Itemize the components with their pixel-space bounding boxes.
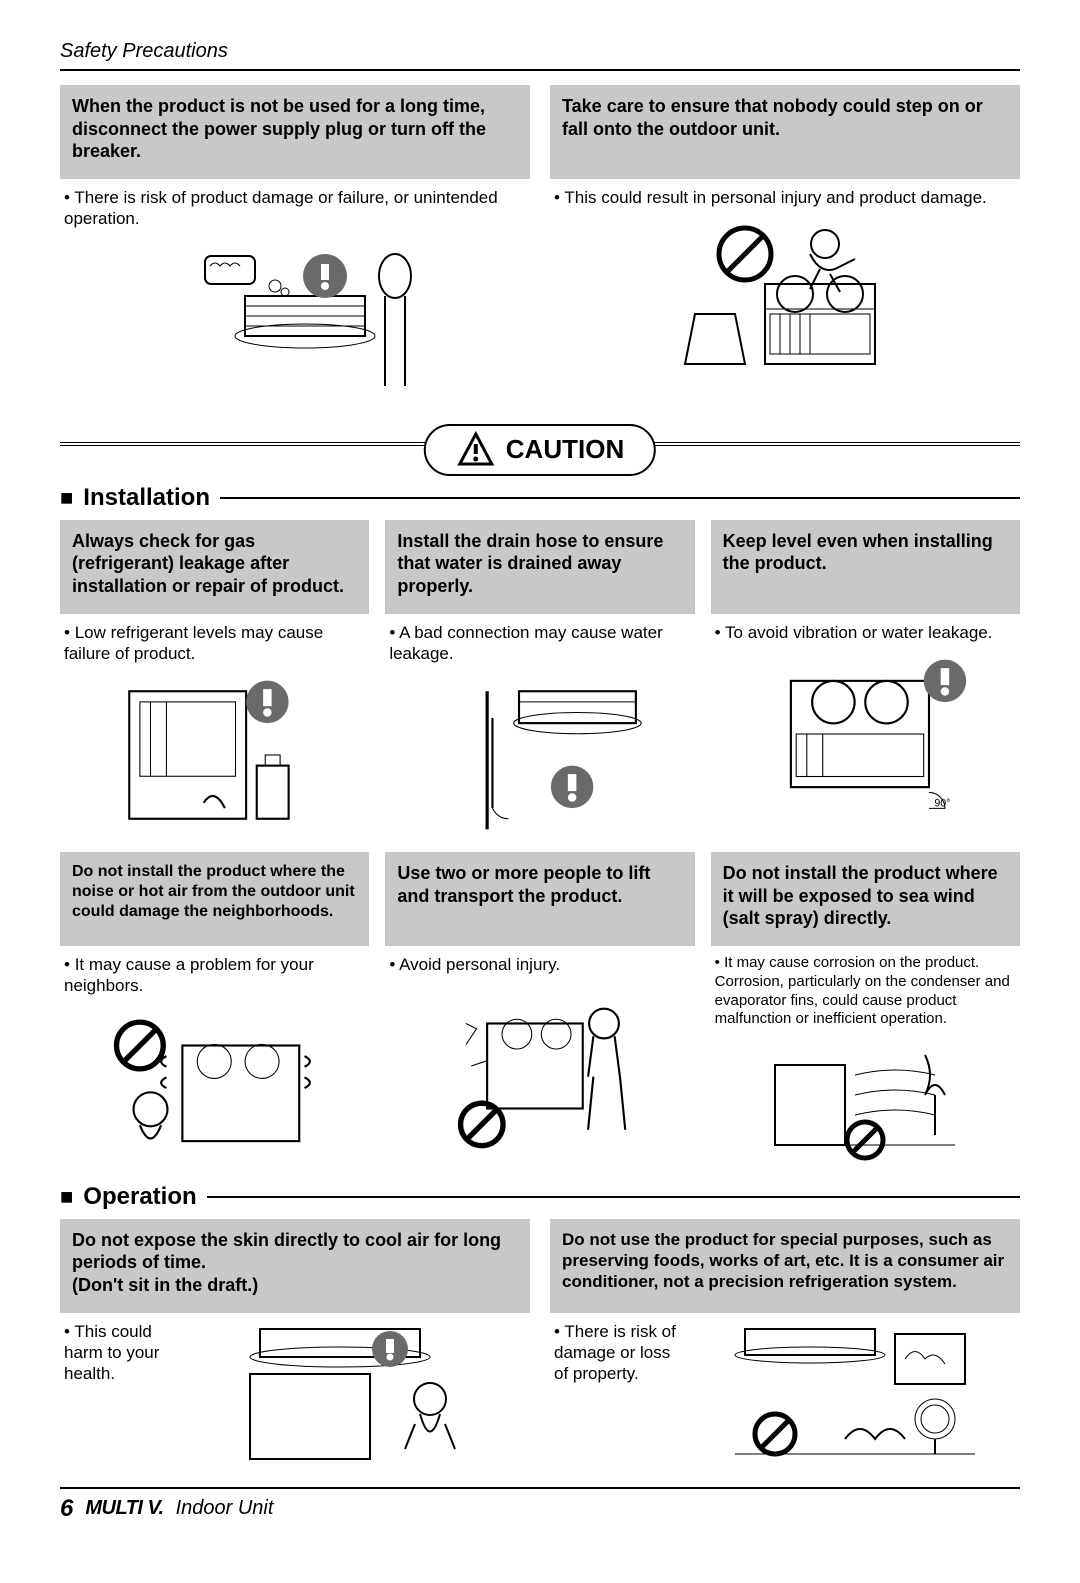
page-header: Safety Precautions xyxy=(60,40,1020,71)
top-right-block: Take care to ensure that nobody could st… xyxy=(550,85,1020,406)
caution-divider: CAUTION xyxy=(60,424,1020,474)
bullet-text: It may cause a problem for your neighbor… xyxy=(60,946,369,997)
operation-block: Do not use the product for special purpo… xyxy=(550,1219,1020,1469)
operation-heading: ■ Operation xyxy=(60,1183,1020,1211)
bullet-text: There is risk of damage or loss of prope… xyxy=(550,1313,680,1385)
brand-logo: MULTI V. xyxy=(85,1497,163,1520)
heading-box: Do not use the product for special purpo… xyxy=(550,1219,1020,1313)
square-bullet-icon: ■ xyxy=(60,1186,73,1208)
illustration xyxy=(190,1319,530,1469)
gas-leak-illustration-icon xyxy=(108,670,321,840)
illustration xyxy=(690,1319,1020,1469)
noise-neighbor-illustration-icon xyxy=(108,1003,321,1173)
heading-box: Use two or more people to lift and trans… xyxy=(385,852,694,946)
install-block: Do not install the product where the noi… xyxy=(60,852,369,1173)
install-block: Do not install the product where it will… xyxy=(711,852,1020,1173)
square-bullet-icon: ■ xyxy=(60,487,73,509)
bullet-text: It may cause corrosion on the product. C… xyxy=(711,946,1020,1029)
illustration xyxy=(711,1035,1020,1165)
caution-triangle-icon xyxy=(456,430,496,470)
illustration: 90° xyxy=(711,649,1020,819)
two-person-lift-illustration-icon xyxy=(434,981,647,1151)
step-on-unit-illustration-icon xyxy=(635,214,935,384)
caution-pill: CAUTION xyxy=(424,424,656,476)
illustration xyxy=(385,670,694,840)
bullet-text: A bad connection may cause water leakage… xyxy=(385,614,694,665)
illustration xyxy=(550,214,1020,384)
sea-wind-illustration-icon xyxy=(765,1035,965,1165)
bullet-text: Avoid personal injury. xyxy=(385,946,694,975)
installation-heading: ■ Installation xyxy=(60,484,1020,512)
top-left-block: When the product is not be used for a lo… xyxy=(60,85,530,406)
unit-label: Indoor Unit xyxy=(176,1497,274,1520)
install-block: Use two or more people to lift and trans… xyxy=(385,852,694,1173)
cool-air-draft-illustration-icon xyxy=(230,1319,490,1469)
installation-row2: Do not install the product where the noi… xyxy=(60,852,1020,1173)
unplug-illustration-icon xyxy=(145,236,445,406)
bullet-text: There is risk of product damage or failu… xyxy=(60,179,530,230)
operation-block: Do not expose the skin directly to cool … xyxy=(60,1219,530,1469)
heading-box: Do not expose the skin directly to cool … xyxy=(60,1219,530,1313)
caution-label: CAUTION xyxy=(506,434,624,465)
special-purpose-illustration-icon xyxy=(725,1319,985,1469)
page-footer: 6 MULTI V. Indoor Unit xyxy=(60,1487,1020,1523)
section-title: Operation xyxy=(83,1183,196,1211)
rule-line xyxy=(220,497,1020,499)
illustration xyxy=(385,981,694,1151)
heading-box: Keep level even when installing the prod… xyxy=(711,520,1020,614)
rule-line xyxy=(207,1196,1020,1198)
installation-row1: Always check for gas (refrigerant) leaka… xyxy=(60,520,1020,841)
section-title: Installation xyxy=(83,484,210,512)
install-block: Install the drain hose to ensure that wa… xyxy=(385,520,694,841)
bullet-text: This could harm to your health. xyxy=(60,1313,180,1385)
bullet-text: This could result in personal injury and… xyxy=(550,179,1020,208)
install-block: Always check for gas (refrigerant) leaka… xyxy=(60,520,369,841)
illustration xyxy=(60,1003,369,1173)
illustration xyxy=(60,236,530,406)
heading-box: Always check for gas (refrigerant) leaka… xyxy=(60,520,369,614)
heading-box: Install the drain hose to ensure that wa… xyxy=(385,520,694,614)
svg-text:90°: 90° xyxy=(934,797,950,809)
bullet-text: Low refrigerant levels may cause failure… xyxy=(60,614,369,665)
drain-hose-illustration-icon xyxy=(434,670,647,840)
bullet-text: To avoid vibration or water leakage. xyxy=(711,614,1020,643)
heading-box: When the product is not be used for a lo… xyxy=(60,85,530,179)
heading-box: Do not install the product where it will… xyxy=(711,852,1020,946)
install-block: Keep level even when installing the prod… xyxy=(711,520,1020,841)
operation-row: Do not expose the skin directly to cool … xyxy=(60,1219,1020,1469)
top-row: When the product is not be used for a lo… xyxy=(60,85,1020,406)
page-number: 6 xyxy=(60,1495,73,1523)
illustration xyxy=(60,670,369,840)
level-install-illustration-icon: 90° xyxy=(759,649,972,819)
heading-box: Take care to ensure that nobody could st… xyxy=(550,85,1020,179)
heading-box: Do not install the product where the noi… xyxy=(60,852,369,946)
